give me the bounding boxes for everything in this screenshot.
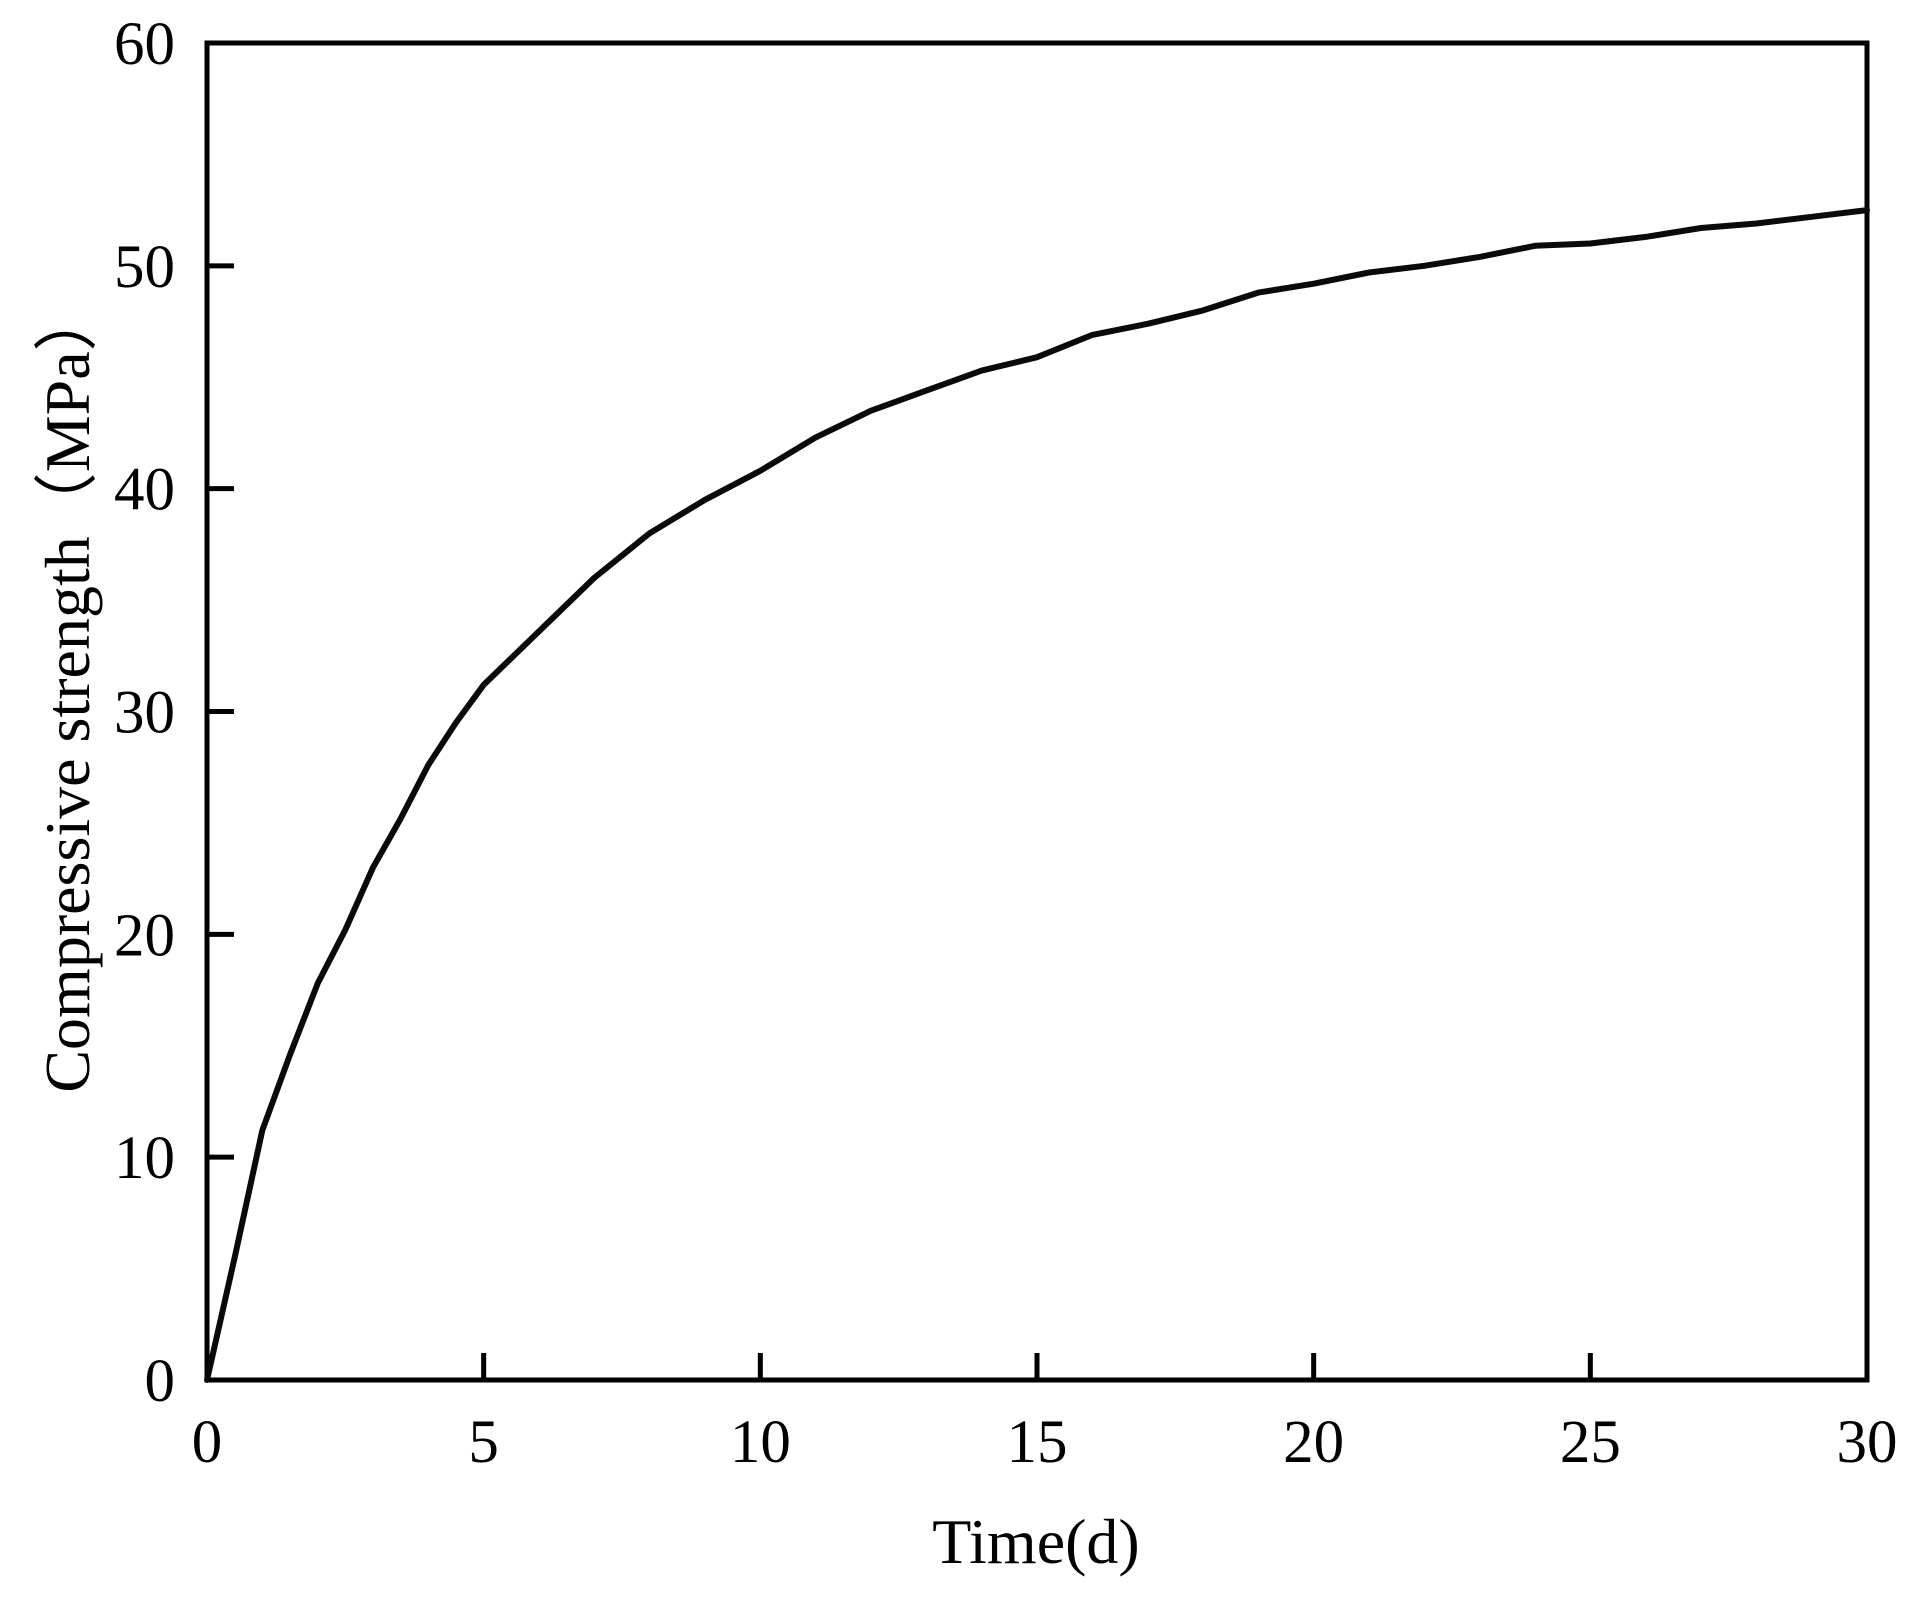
y-tick-label: 40	[114, 457, 175, 524]
y-tick-label: 60	[114, 11, 175, 78]
x-tick-label: 0	[192, 1409, 223, 1476]
x-tick-label: 10	[730, 1409, 791, 1476]
y-axis-title: Compressive strength（MPa）	[32, 287, 103, 1093]
x-tick-label: 5	[468, 1409, 499, 1476]
x-tick-label: 15	[1007, 1409, 1068, 1476]
x-tick-label: 30	[1837, 1409, 1898, 1476]
strength-curve	[204, 207, 1870, 1383]
x-tick-label: 20	[1283, 1409, 1344, 1476]
y-tick-label: 20	[114, 902, 175, 969]
y-tick-label: 0	[145, 1348, 176, 1415]
y-tick-label: 10	[114, 1125, 175, 1192]
x-axis-title: Time(d)	[932, 1506, 1140, 1577]
y-tick-label: 50	[114, 234, 175, 301]
y-tick-label: 30	[114, 680, 175, 747]
x-tick-label: 25	[1560, 1409, 1621, 1476]
plot-border	[204, 40, 1870, 1383]
